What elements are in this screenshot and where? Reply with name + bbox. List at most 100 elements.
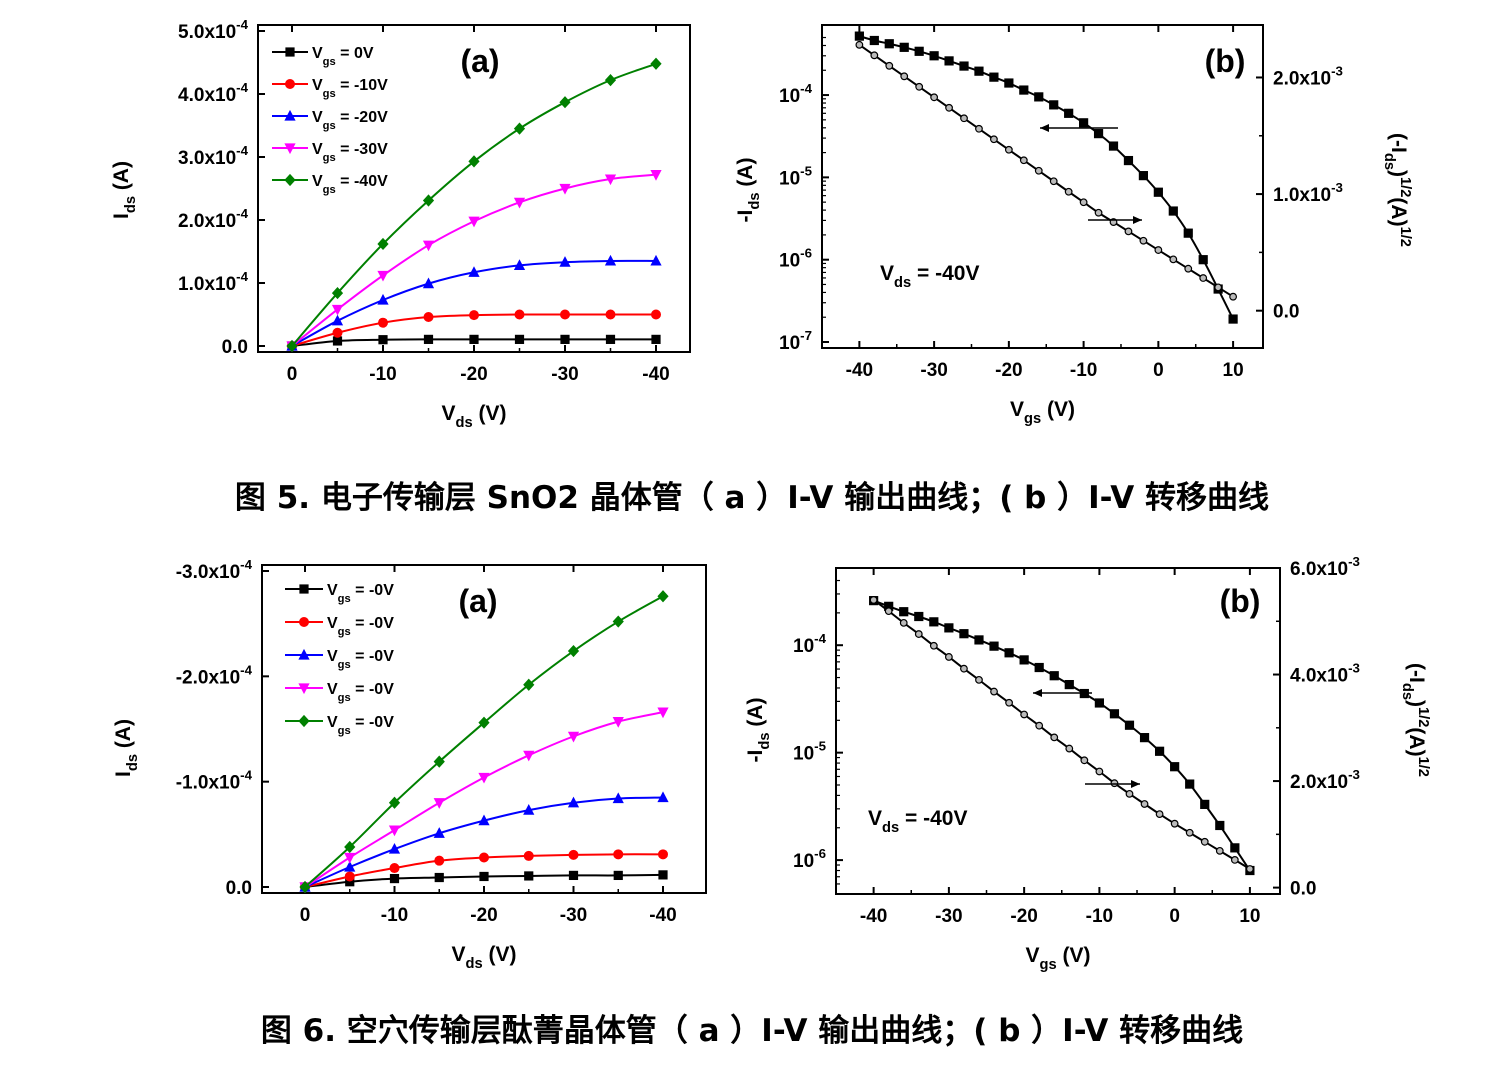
data-point xyxy=(377,237,389,251)
vds-annotation-part: ds xyxy=(894,275,911,291)
y-axis-label-part: (A) xyxy=(734,158,757,193)
data-point xyxy=(389,873,400,884)
data-point xyxy=(990,687,998,696)
y-tick-label-part: -4 xyxy=(240,662,252,677)
data-point xyxy=(1230,856,1239,864)
y2-tick-label: 1.0x10-3 xyxy=(1273,180,1343,206)
y-tick-label-part: 10 xyxy=(779,86,800,107)
y-tick-label-part: 10 xyxy=(793,851,814,872)
data-point xyxy=(568,849,579,860)
data-point xyxy=(1093,129,1104,139)
data-point xyxy=(513,197,526,209)
x-tick-label-part: -30 xyxy=(560,905,587,926)
y2-tick-label: 4.0x10-3 xyxy=(1290,661,1360,687)
y-tick-label-part: -6 xyxy=(814,846,826,861)
data-point xyxy=(478,716,490,729)
data-point xyxy=(990,135,998,144)
y2-tick-label-part: -3 xyxy=(1348,554,1360,569)
legend-entry: Vgs = -0V xyxy=(285,582,394,605)
data-point xyxy=(604,74,617,87)
data-point xyxy=(344,840,356,854)
data-point xyxy=(514,334,525,344)
legend-entry: Vgs = -0V xyxy=(285,615,394,638)
series-4 xyxy=(299,590,669,894)
data-point xyxy=(605,334,616,344)
data-point xyxy=(1019,655,1029,665)
data-point xyxy=(1064,108,1074,118)
legend-label-part: gs xyxy=(338,692,351,704)
data-point xyxy=(567,731,580,743)
x-tick-label-part: -40 xyxy=(846,360,873,381)
data-point xyxy=(1200,799,1210,809)
data-point xyxy=(523,804,535,815)
legend-marker xyxy=(284,143,296,155)
legend-marker xyxy=(298,683,310,695)
data-point xyxy=(1230,843,1240,853)
data-point xyxy=(1005,698,1013,707)
data-point xyxy=(929,51,939,61)
data-point xyxy=(960,664,968,673)
data-point xyxy=(1200,837,1209,846)
y-tick-label-part: 3.0x10 xyxy=(178,148,236,169)
data-point xyxy=(388,825,401,837)
y-axis-label-part: -I xyxy=(734,210,757,223)
data-point xyxy=(974,66,984,76)
y-axis-label-part: I xyxy=(110,213,133,219)
y-axis-label-part: ds xyxy=(123,196,139,213)
data-point xyxy=(434,855,445,866)
chart-fig6a: 0 -10 -20 -30 -400.0-1.0x10-4-2.0x10-4-3.0x1… xyxy=(112,557,707,972)
x-tick-label: -10 xyxy=(1086,906,1113,927)
legend-entry: Vgs = -0V xyxy=(285,714,394,737)
x-tick-label: -40 xyxy=(846,360,873,381)
data-point xyxy=(612,717,624,728)
data-point xyxy=(1215,820,1225,831)
y2-axis-label-part: ds xyxy=(1399,683,1415,700)
data-point xyxy=(478,772,490,784)
data-point xyxy=(469,310,479,321)
y2-tick-label: 0.0 xyxy=(1290,879,1316,900)
x-tick-label-part: -30 xyxy=(551,364,578,385)
x-axis-label-part: (V) xyxy=(1057,944,1091,967)
legend-label-part: gs xyxy=(338,626,351,638)
y-tick-label-part: -2.0x10 xyxy=(176,667,240,688)
y2-axis-label-part: ) xyxy=(1405,700,1428,707)
data-point xyxy=(1124,720,1135,730)
y2-axis-label: (-Ids)1/2(A)1/2 xyxy=(1381,133,1413,247)
x-tick-label-part: 0 xyxy=(300,905,311,926)
x-axis-label: Vds (V) xyxy=(452,943,517,972)
x-tick-label-part: -40 xyxy=(649,905,676,926)
x-axis-label-part: gs xyxy=(1024,411,1041,427)
x-tick-label-part: -20 xyxy=(460,364,487,385)
y-tick-label-part: -4 xyxy=(240,557,252,572)
x-axis-label-part: (V) xyxy=(483,943,517,966)
data-point xyxy=(513,122,526,135)
legend-label-part: V xyxy=(312,173,323,190)
data-point xyxy=(1123,155,1134,166)
data-point xyxy=(331,286,344,300)
data-point xyxy=(944,623,954,633)
y-tick-label: 0.0 xyxy=(222,337,248,358)
y-tick-label: -1.0x10-4 xyxy=(176,768,253,794)
data-point xyxy=(286,339,298,353)
data-point xyxy=(900,72,909,81)
series-0 xyxy=(869,596,1255,876)
data-point xyxy=(388,842,401,854)
x-tick-label: -30 xyxy=(935,906,962,927)
data-point xyxy=(1154,746,1165,756)
data-point xyxy=(929,641,938,650)
data-point xyxy=(1199,274,1208,282)
data-point xyxy=(560,309,570,320)
data-point xyxy=(604,174,617,186)
data-point xyxy=(974,635,984,645)
y2-axis-label-part: ) xyxy=(1387,170,1410,177)
x-tick-label: 0 xyxy=(287,364,298,385)
data-point xyxy=(1095,767,1104,776)
data-point xyxy=(433,755,445,768)
x-tick-label: -10 xyxy=(1070,360,1097,381)
data-point xyxy=(975,675,983,684)
data-point xyxy=(479,871,489,882)
data-point xyxy=(1185,828,1194,837)
y2-tick-label-part: -3 xyxy=(1331,180,1343,195)
data-point xyxy=(1139,236,1148,245)
